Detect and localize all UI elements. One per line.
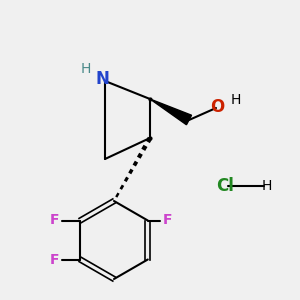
Polygon shape xyxy=(150,99,192,125)
Text: H: H xyxy=(262,179,272,193)
Text: Cl: Cl xyxy=(216,177,234,195)
Text: N: N xyxy=(95,70,109,88)
Text: O: O xyxy=(210,98,225,116)
Text: H: H xyxy=(230,94,241,107)
Text: F: F xyxy=(50,214,59,227)
Text: F: F xyxy=(50,253,59,266)
Text: F: F xyxy=(163,214,172,227)
Text: H: H xyxy=(80,62,91,76)
